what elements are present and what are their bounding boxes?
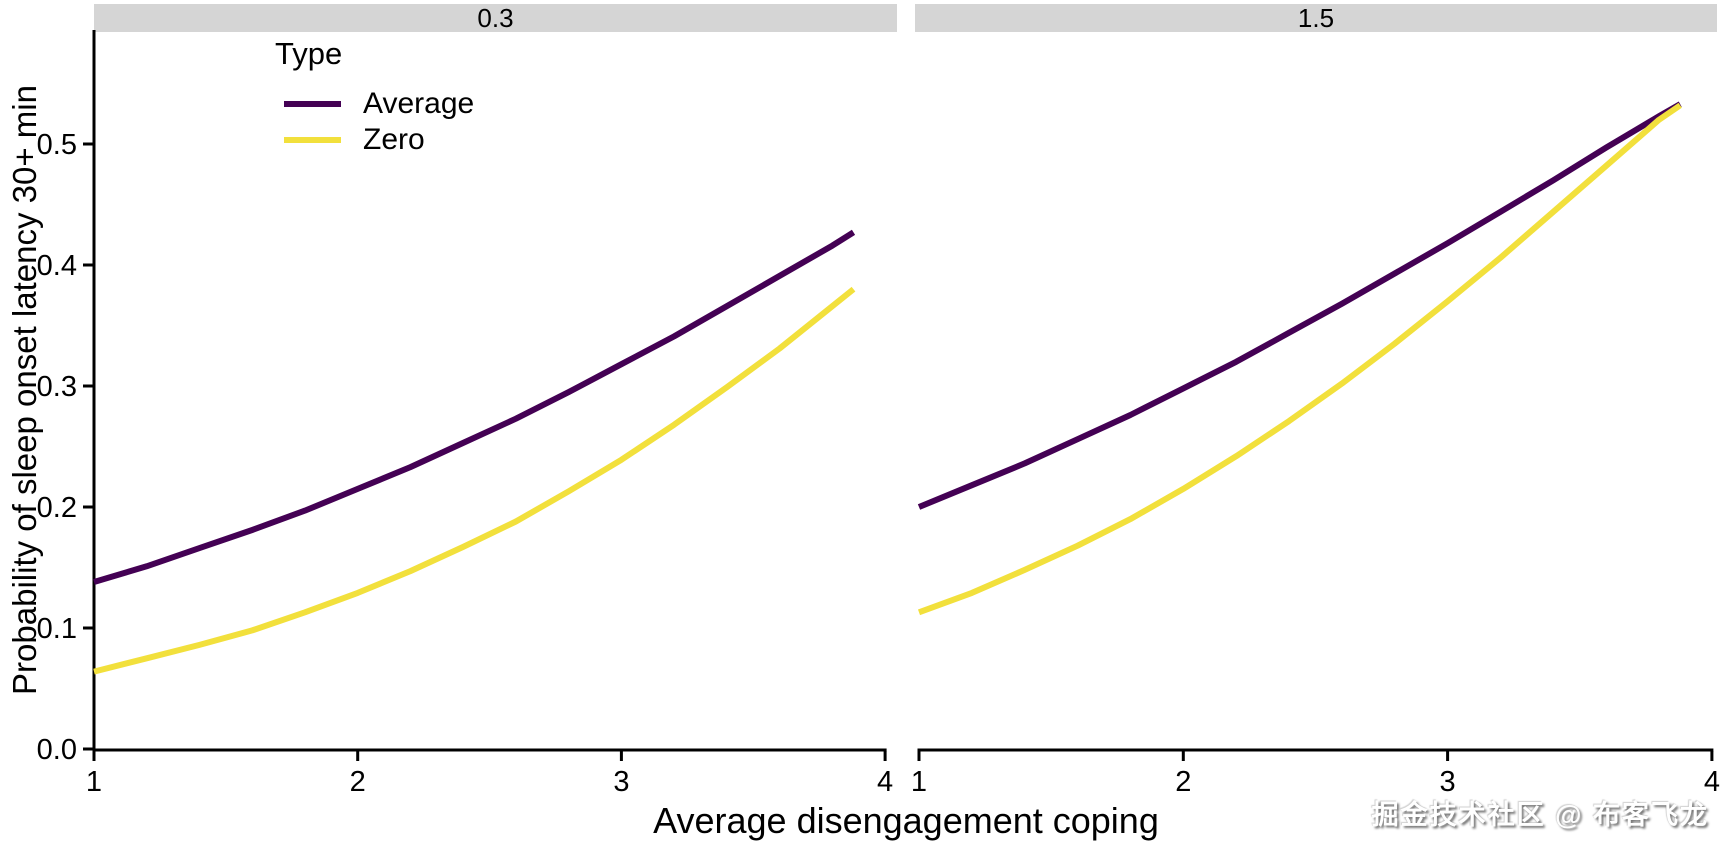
x-axis-tick-label: 2 bbox=[1175, 766, 1191, 798]
watermark: 掘金技术社区 @ 布客飞龙 bbox=[1371, 800, 1709, 830]
legend-label-zero: Zero bbox=[363, 123, 425, 156]
series-line-average bbox=[93, 229, 856, 585]
facet-strip-right: 1.5 bbox=[915, 2, 1717, 33]
y-axis-tick-label: 0.4 bbox=[37, 250, 77, 282]
x-axis-tick-label: 3 bbox=[1440, 766, 1456, 798]
legend-entry-zero: Zero bbox=[275, 122, 474, 158]
y-axis-tick-label: 0.0 bbox=[37, 734, 77, 766]
x-axis-tick-label: 2 bbox=[350, 766, 366, 798]
series-line-average bbox=[917, 101, 1682, 510]
y-axis-tick-label: 0.1 bbox=[37, 613, 77, 645]
x-axis-tick-label: 1 bbox=[86, 766, 102, 798]
legend-label-average: Average bbox=[363, 87, 475, 120]
x-axis-tick-label: 4 bbox=[1704, 766, 1720, 798]
legend-entry-average: Average bbox=[275, 86, 474, 122]
legend: Type Average Zero bbox=[275, 36, 474, 158]
facet-strip-right-label: 1.5 bbox=[1297, 2, 1335, 33]
x-axis-title: Average disengagement coping bbox=[653, 800, 1159, 841]
y-axis-tick-label: 0.2 bbox=[37, 492, 77, 524]
legend-key-line-zero bbox=[284, 137, 341, 143]
y-axis-tick-label: 0.3 bbox=[37, 371, 77, 403]
series-line-zero bbox=[917, 102, 1682, 616]
legend-title: Type bbox=[275, 36, 343, 71]
x-axis-tick-label: 4 bbox=[877, 766, 893, 798]
legend-key-line-average bbox=[284, 101, 341, 107]
x-axis-tick-label: 3 bbox=[613, 766, 629, 798]
facet-strip-left: 0.3 bbox=[94, 2, 897, 33]
series-line-zero bbox=[93, 286, 856, 675]
x-axis-tick-label: 1 bbox=[911, 766, 927, 798]
y-axis-title: Probability of sleep onset latency 30+ m… bbox=[6, 85, 43, 695]
y-axis-tick-label: 0.5 bbox=[37, 129, 77, 161]
facet-strip-left-label: 0.3 bbox=[477, 2, 514, 33]
